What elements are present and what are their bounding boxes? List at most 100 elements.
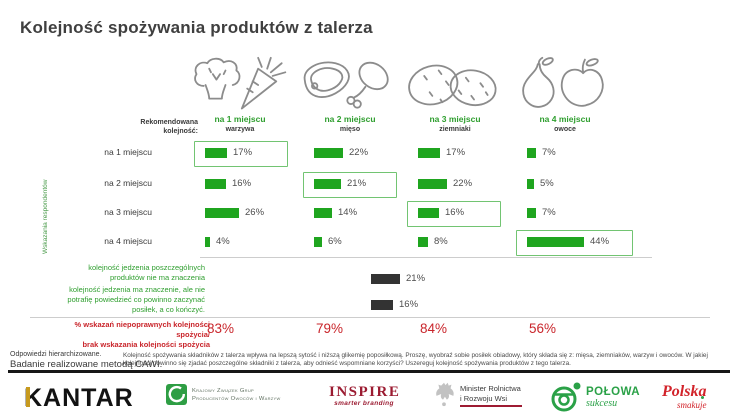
- potatoes-icon: [408, 64, 497, 107]
- column-place: na 2 miejscu: [324, 114, 376, 124]
- other-answer-cell: 16%: [371, 300, 418, 310]
- kzgpow-line2: Producentów Owoców i Warzyw: [192, 396, 281, 402]
- column-product: mięso: [339, 126, 361, 133]
- bar-cell: 16%: [418, 208, 464, 218]
- kzgpow-line1: Krajowy Związek Grup: [192, 388, 255, 394]
- page-title: Kolejność spożywania produktów z talerza: [20, 18, 373, 37]
- bar-cell: 4%: [205, 237, 230, 247]
- column-header-fruits: na 4 miejscu owoce: [510, 56, 620, 134]
- bar: [205, 148, 227, 158]
- bar-cell: 22%: [418, 179, 472, 189]
- ministry-logo-text: Minister Rolnictwa i Rozwoju Wsi: [460, 384, 521, 404]
- column-header-potatoes: na 3 miejscu ziemniaki: [400, 56, 510, 134]
- polowa-sub: sukcesu: [586, 398, 618, 409]
- bar-cell: 7%: [527, 208, 556, 218]
- column-place: na 3 miejscu: [429, 114, 481, 124]
- kzgpow-logo-icon: [166, 384, 187, 405]
- bar: [527, 208, 536, 218]
- bar: [205, 179, 226, 189]
- bar-value: 4%: [216, 236, 230, 247]
- separator-line: [200, 257, 652, 258]
- ministry-line1: Minister Rolnictwa: [460, 384, 521, 393]
- summary-label: % wskazań niepoprawnych kolejności spoży…: [74, 320, 210, 349]
- bar: [314, 237, 322, 247]
- polowa-logo-text: POŁOWA sukcesu: [586, 386, 640, 409]
- column-product: owoce: [554, 126, 576, 133]
- bar: [314, 208, 332, 218]
- highlight-box: [516, 230, 633, 256]
- bar-value: 7%: [542, 207, 556, 218]
- summary-value: 56%: [529, 321, 557, 336]
- bar-value: 7%: [542, 147, 556, 158]
- column-header-vegetables: na 1 miejscu warzywa: [185, 56, 295, 134]
- polska-sub: smakuje: [676, 400, 707, 410]
- column-place: na 1 miejscu: [214, 114, 266, 124]
- column-header-meat: na 2 miejscu mięso: [295, 56, 405, 134]
- bar-cell: 17%: [205, 148, 252, 158]
- bar-value: 6%: [328, 236, 342, 247]
- bar-value: 16%: [399, 299, 419, 310]
- bar-cell: 44%: [527, 237, 609, 247]
- bar-value: 8%: [434, 236, 448, 247]
- column-product: ziemniaki: [439, 126, 471, 133]
- kantar-logo: KANTAR: [24, 384, 134, 412]
- bar: [527, 179, 534, 189]
- bar-cell: 17%: [418, 148, 465, 158]
- row-label: na 2 miejscu: [104, 178, 152, 188]
- bar-cell: 22%: [314, 148, 368, 158]
- bar: [418, 148, 440, 158]
- vegetables-icon: [194, 56, 287, 110]
- bar-cell: 21%: [314, 179, 366, 189]
- other-answer-label: kolejność jedzenia poszczególnych produk…: [88, 263, 205, 282]
- ministry-line2: i Rozwoju Wsi: [460, 394, 508, 403]
- dark-bar: [371, 300, 393, 310]
- polska-smakuje-logo: Polska smakuje: [662, 383, 706, 410]
- row-label: na 3 miejscu: [104, 207, 152, 217]
- bar-value: 21%: [347, 178, 367, 189]
- inspire-tagline: smarter branding: [334, 400, 394, 407]
- column-product: warzywa: [225, 126, 255, 133]
- summary-value: 84%: [420, 321, 448, 336]
- dark-bar: [371, 274, 400, 284]
- row-label: na 1 miejscu: [104, 147, 152, 157]
- polska-name: Polska: [662, 383, 707, 400]
- bar: [527, 237, 584, 247]
- summary-value: 79%: [316, 321, 344, 336]
- bar-value: 17%: [233, 147, 253, 158]
- bar: [418, 237, 428, 247]
- bar-cell: 8%: [418, 237, 448, 247]
- footer-divider: [8, 370, 730, 373]
- bar: [314, 179, 341, 189]
- bar-value: 44%: [590, 236, 610, 247]
- footnote-hierarchized: Odpowiedzi hierarchizowane.: [10, 351, 102, 358]
- bar-cell: 14%: [314, 208, 357, 218]
- highlight-box: [407, 201, 501, 227]
- recommended-order-label: Rekomendowana kolejność:: [140, 119, 198, 135]
- bar-value: 22%: [349, 147, 369, 158]
- bar: [205, 208, 239, 218]
- bar-value: 26%: [245, 207, 265, 218]
- other-answer-cell: 21%: [371, 274, 425, 284]
- column-place: na 4 miejscu: [539, 114, 591, 124]
- bar: [418, 179, 447, 189]
- footnote-question: Kolejność spożywania składników z talerz…: [123, 352, 708, 367]
- bar-value: 16%: [232, 178, 252, 189]
- bar: [418, 208, 439, 218]
- polowa-logo-icon: [551, 382, 581, 412]
- kantar-gold-bar: [26, 387, 30, 407]
- eagle-emblem-icon: [436, 382, 454, 407]
- leaf-accent: [701, 396, 704, 399]
- separator-line: [30, 317, 710, 318]
- bar-cell: 7%: [527, 148, 556, 158]
- bar-value: 5%: [540, 178, 554, 189]
- ministry-red-line: [460, 405, 522, 407]
- bar-cell: 16%: [205, 179, 251, 189]
- kzgpow-logo-text: Krajowy Związek Grup Producentów Owoców …: [192, 387, 281, 403]
- bar-cell: 26%: [205, 208, 264, 218]
- highlight-box: [303, 172, 397, 198]
- bar-cell: 6%: [314, 237, 342, 247]
- bar-value: 22%: [453, 178, 473, 189]
- bar: [527, 148, 536, 158]
